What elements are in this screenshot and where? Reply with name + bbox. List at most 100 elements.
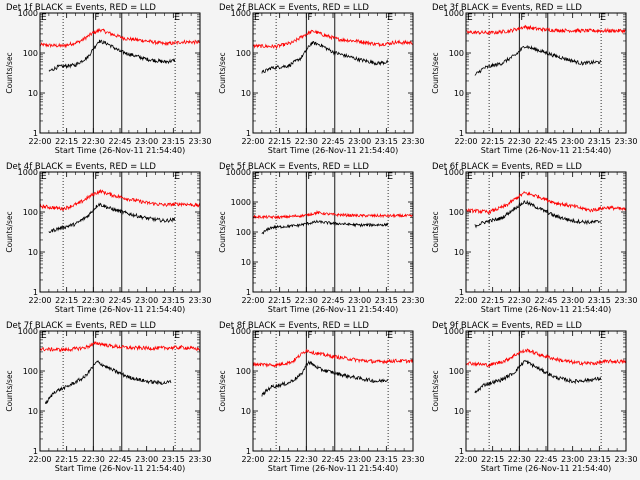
x-tick-label: 22:15: [268, 296, 291, 305]
y-tick-label: 1000: [18, 327, 38, 336]
y-tick-label: 1000: [444, 9, 464, 18]
x-tick-label: 22:30: [82, 455, 105, 464]
x-axis-label: Start Time (26-Nov-11 21:54:40): [481, 146, 611, 155]
y-tick-label: 1: [246, 129, 251, 138]
plot-frame: [465, 330, 627, 452]
time-marker-label: E: [41, 13, 47, 23]
x-tick-label: 22:30: [295, 296, 318, 305]
y-tick-label: 100: [23, 49, 38, 58]
x-tick-label: 22:00: [454, 296, 477, 305]
time-marker-label: E: [174, 172, 180, 182]
events-series-line: [44, 360, 172, 404]
x-tick-label: 23:00: [135, 455, 158, 464]
events-series-line: [474, 359, 602, 394]
x-tick-label: 23:15: [162, 455, 185, 464]
y-axis-label: Counts/sec: [431, 211, 440, 252]
x-tick-label: 22:45: [321, 137, 344, 146]
y-axis-label: Counts/sec: [218, 211, 227, 252]
panel-det-2: Det 2f BLACK = Events, RED = LLD 1 10 100 10…: [218, 3, 425, 155]
y-tick-label: 100: [236, 367, 251, 376]
y-tick-label: 10: [241, 89, 251, 98]
panel-det-4: Det 4f BLACK = Events, RED = LLD 1 10 100 10…: [5, 162, 212, 314]
y-tick-label: 100: [23, 208, 38, 217]
y-tick-label: 100: [236, 228, 251, 237]
y-axis-label: Counts/sec: [218, 52, 227, 93]
time-marker-label: E: [600, 13, 606, 23]
x-tick-label: 23:00: [135, 137, 158, 146]
y-tick-label: 10: [28, 89, 38, 98]
time-marker-label: E: [387, 13, 393, 23]
x-tick-label: 22:30: [295, 455, 318, 464]
x-tick-label: 23:30: [401, 296, 424, 305]
time-marker-label: E: [467, 172, 473, 182]
time-marker-label: F: [520, 331, 525, 341]
panel-title: Det 2f BLACK = Events, RED = LLD: [219, 3, 369, 13]
x-tick-label: 23:00: [561, 137, 584, 146]
x-tick-label: 22:00: [28, 455, 51, 464]
y-tick-label: 10: [454, 89, 464, 98]
x-tick-label: 23:30: [401, 455, 424, 464]
y-tick-label: 1000: [18, 168, 38, 177]
y-axis-label: Counts/sec: [5, 52, 14, 93]
x-axis-label: Start Time (26-Nov-11 21:54:40): [268, 305, 398, 314]
time-marker-label: F: [307, 13, 312, 23]
plot-frame: [39, 171, 201, 293]
time-marker-label: E: [174, 13, 180, 23]
x-tick-label: 23:30: [614, 137, 637, 146]
lld-series-line: [39, 188, 201, 212]
plot-frame: [252, 330, 414, 452]
x-tick-label: 23:15: [162, 137, 185, 146]
y-tick-label: 1: [459, 288, 464, 297]
x-tick-label: 23:15: [162, 296, 185, 305]
x-axis-label: Start Time (26-Nov-11 21:54:40): [481, 464, 611, 473]
x-axis-label: Start Time (26-Nov-11 21:54:40): [55, 305, 185, 314]
events-series-line: [261, 360, 389, 397]
x-tick-label: 22:00: [28, 137, 51, 146]
y-tick-label: 1: [246, 447, 251, 456]
events-series-line: [261, 40, 389, 74]
x-tick-label: 23:00: [348, 137, 371, 146]
x-tick-label: 23:00: [561, 296, 584, 305]
plot-frame: [252, 171, 414, 293]
x-tick-label: 22:15: [481, 455, 504, 464]
panel-det-1: Det 1f BLACK = Events, RED = LLD 1 10 100 10…: [5, 3, 212, 155]
x-tick-label: 22:45: [534, 296, 557, 305]
panel-det-5: Det 5f BLACK = Events, RED = LLD 1 10 100 10…: [218, 162, 425, 314]
lld-series-line: [252, 209, 414, 220]
panel-title: Det 1f BLACK = Events, RED = LLD: [6, 3, 156, 13]
time-marker-label: E: [41, 172, 47, 182]
time-marker-label: F: [307, 172, 312, 182]
x-tick-label: 22:15: [55, 455, 78, 464]
time-marker-label: E: [600, 331, 606, 341]
lld-series-line: [252, 29, 414, 50]
plot-frame: [252, 12, 414, 134]
x-tick-label: 22:15: [481, 137, 504, 146]
panel-title: Det 9f BLACK = Events, RED = LLD: [432, 321, 582, 331]
panel-title: Det 4f BLACK = Events, RED = LLD: [6, 162, 156, 172]
y-tick-label: 1: [33, 288, 38, 297]
y-axis-label: Counts/sec: [218, 370, 227, 411]
x-tick-label: 22:45: [108, 455, 131, 464]
time-marker-label: E: [600, 172, 606, 182]
x-axis-label: Start Time (26-Nov-11 21:54:40): [481, 305, 611, 314]
x-tick-label: 23:30: [188, 296, 211, 305]
x-tick-label: 22:45: [321, 296, 344, 305]
time-marker-label: E: [467, 331, 473, 341]
y-tick-label: 1000: [231, 9, 251, 18]
x-tick-label: 22:15: [55, 137, 78, 146]
x-tick-label: 22:00: [28, 296, 51, 305]
time-marker-label: F: [307, 331, 312, 341]
time-marker-label: F: [520, 172, 525, 182]
time-marker-label: E: [387, 331, 393, 341]
x-tick-label: 23:15: [588, 455, 611, 464]
y-tick-label: 1000: [231, 327, 251, 336]
panel-det-6: Det 6f BLACK = Events, RED = LLD 1 10 100 10…: [431, 162, 638, 314]
time-marker-label: E: [387, 172, 393, 182]
lld-series-line: [39, 340, 201, 353]
y-tick-label: 1000: [444, 168, 464, 177]
time-marker-label: F: [94, 331, 99, 341]
x-tick-label: 22:30: [508, 296, 531, 305]
x-axis-label: Start Time (26-Nov-11 21:54:40): [55, 146, 185, 155]
x-tick-label: 22:30: [295, 137, 318, 146]
lld-series-line: [39, 27, 201, 49]
